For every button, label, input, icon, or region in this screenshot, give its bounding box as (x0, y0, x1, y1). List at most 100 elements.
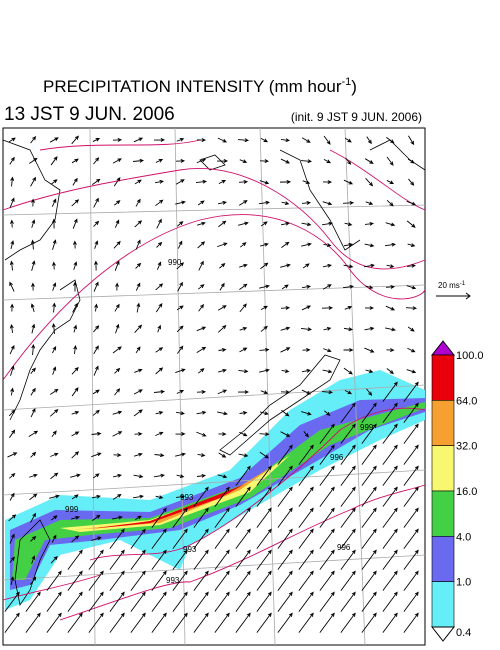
wind-arrow (277, 570, 293, 591)
colorbar-segment (431, 354, 455, 401)
wind-arrow (302, 348, 311, 352)
colorbar-label: 100.0 (456, 350, 484, 362)
wind-arrow (301, 222, 312, 227)
wind-arrow (172, 570, 188, 591)
wind-arrow (385, 284, 396, 289)
wind-arrow (323, 158, 332, 164)
wind-arrow (319, 423, 335, 444)
colorbar-under (430, 626, 456, 642)
wind-arrow (155, 199, 164, 207)
wind-arrow (386, 136, 395, 144)
wind-arrow (113, 453, 122, 457)
wind-arrow (114, 303, 120, 312)
wind-arrow (382, 465, 398, 486)
wind-arrow (29, 473, 38, 478)
wind-arrow (280, 431, 291, 437)
wind-arrow (403, 444, 419, 465)
wind-arrow (92, 409, 100, 416)
wind-arrow (361, 591, 377, 612)
wind-arrow (280, 390, 291, 394)
wind-arrow (343, 348, 354, 352)
wind-arrow (406, 200, 417, 206)
wind-arrow (301, 200, 312, 205)
wind-arrow (153, 138, 166, 142)
wind-arrow (260, 411, 269, 416)
wind-arrow (235, 612, 251, 633)
wind-arrow (196, 431, 207, 437)
contour-label: 996 (330, 453, 344, 462)
wind-arrow (382, 549, 398, 570)
wind-arrow (403, 570, 419, 591)
wind-arrow (109, 591, 125, 612)
wind-arrow (10, 240, 15, 249)
wind-arrow (361, 570, 377, 591)
wind-arrow (361, 612, 377, 633)
wind-arrow (114, 367, 121, 374)
wind-arrow (235, 591, 251, 612)
colorbar-segment (431, 581, 455, 628)
wind-scale-arrow (436, 292, 471, 300)
wind-arrow (136, 302, 141, 313)
wind-arrow (112, 515, 123, 520)
wind-arrow (259, 284, 270, 289)
wind-arrow (319, 528, 335, 549)
wind-arrow (93, 197, 99, 208)
wind-arrow (364, 221, 375, 226)
contour-label-group: 990 993 993 993 996 996 999 999 (65, 258, 374, 585)
wind-arrow (176, 390, 185, 394)
wind-arrow (239, 327, 248, 331)
wind-arrow (73, 281, 77, 292)
wind-arrow (193, 612, 209, 633)
map-area: 990 993 993 993 996 996 999 999 (2, 127, 426, 646)
wind-arrow (134, 324, 143, 333)
wind-vectors (4, 135, 419, 633)
wind-arrow (49, 408, 59, 417)
wind-arrow (279, 180, 292, 184)
wind-arrow (343, 367, 353, 375)
wind-arrow (258, 200, 270, 205)
wind-arrow (217, 324, 227, 333)
wind-arrow (342, 200, 355, 205)
wind-arrow (365, 201, 374, 205)
wind-arrow (133, 474, 144, 479)
wind-arrow (91, 431, 102, 436)
wind-arrow (130, 528, 146, 549)
wind-arrow (301, 137, 311, 143)
wind-arrow (217, 200, 227, 205)
wind-arrow (260, 137, 269, 143)
wind-arrow (175, 179, 185, 185)
wind-arrow (71, 387, 79, 397)
wind-arrow (298, 486, 314, 507)
wind-arrow (135, 198, 141, 207)
wind-arrow (403, 591, 419, 612)
wind-arrow (112, 158, 122, 164)
wind-arrow (9, 492, 15, 501)
wind-arrow (217, 411, 228, 416)
wind-arrow (30, 387, 36, 396)
wind-arrow (382, 402, 398, 423)
wind-arrow (385, 305, 396, 311)
wind-arrow (300, 159, 313, 164)
wind-arrow (71, 366, 79, 375)
wind-arrow (52, 218, 56, 229)
wind-arrow (238, 369, 249, 374)
wind-arrow (112, 494, 122, 500)
wind-arrow (319, 486, 335, 507)
wind-arrow (237, 138, 250, 143)
wind-arrow (281, 369, 290, 373)
wind-arrow (112, 473, 122, 478)
wind-arrow (9, 324, 14, 334)
wind-arrow (364, 347, 375, 353)
wind-arrow (280, 138, 290, 143)
wind-arrow (364, 306, 375, 310)
wind-arrow (219, 282, 225, 291)
wind-arrow (319, 465, 335, 486)
wind-arrow (259, 368, 270, 373)
wind-arrow (196, 346, 207, 353)
wind-arrow (88, 549, 104, 570)
wind-arrow (340, 486, 356, 507)
wind-arrow (177, 281, 183, 292)
contour-label: 996 (337, 543, 351, 552)
colorbar-label: 32.0 (456, 441, 477, 453)
